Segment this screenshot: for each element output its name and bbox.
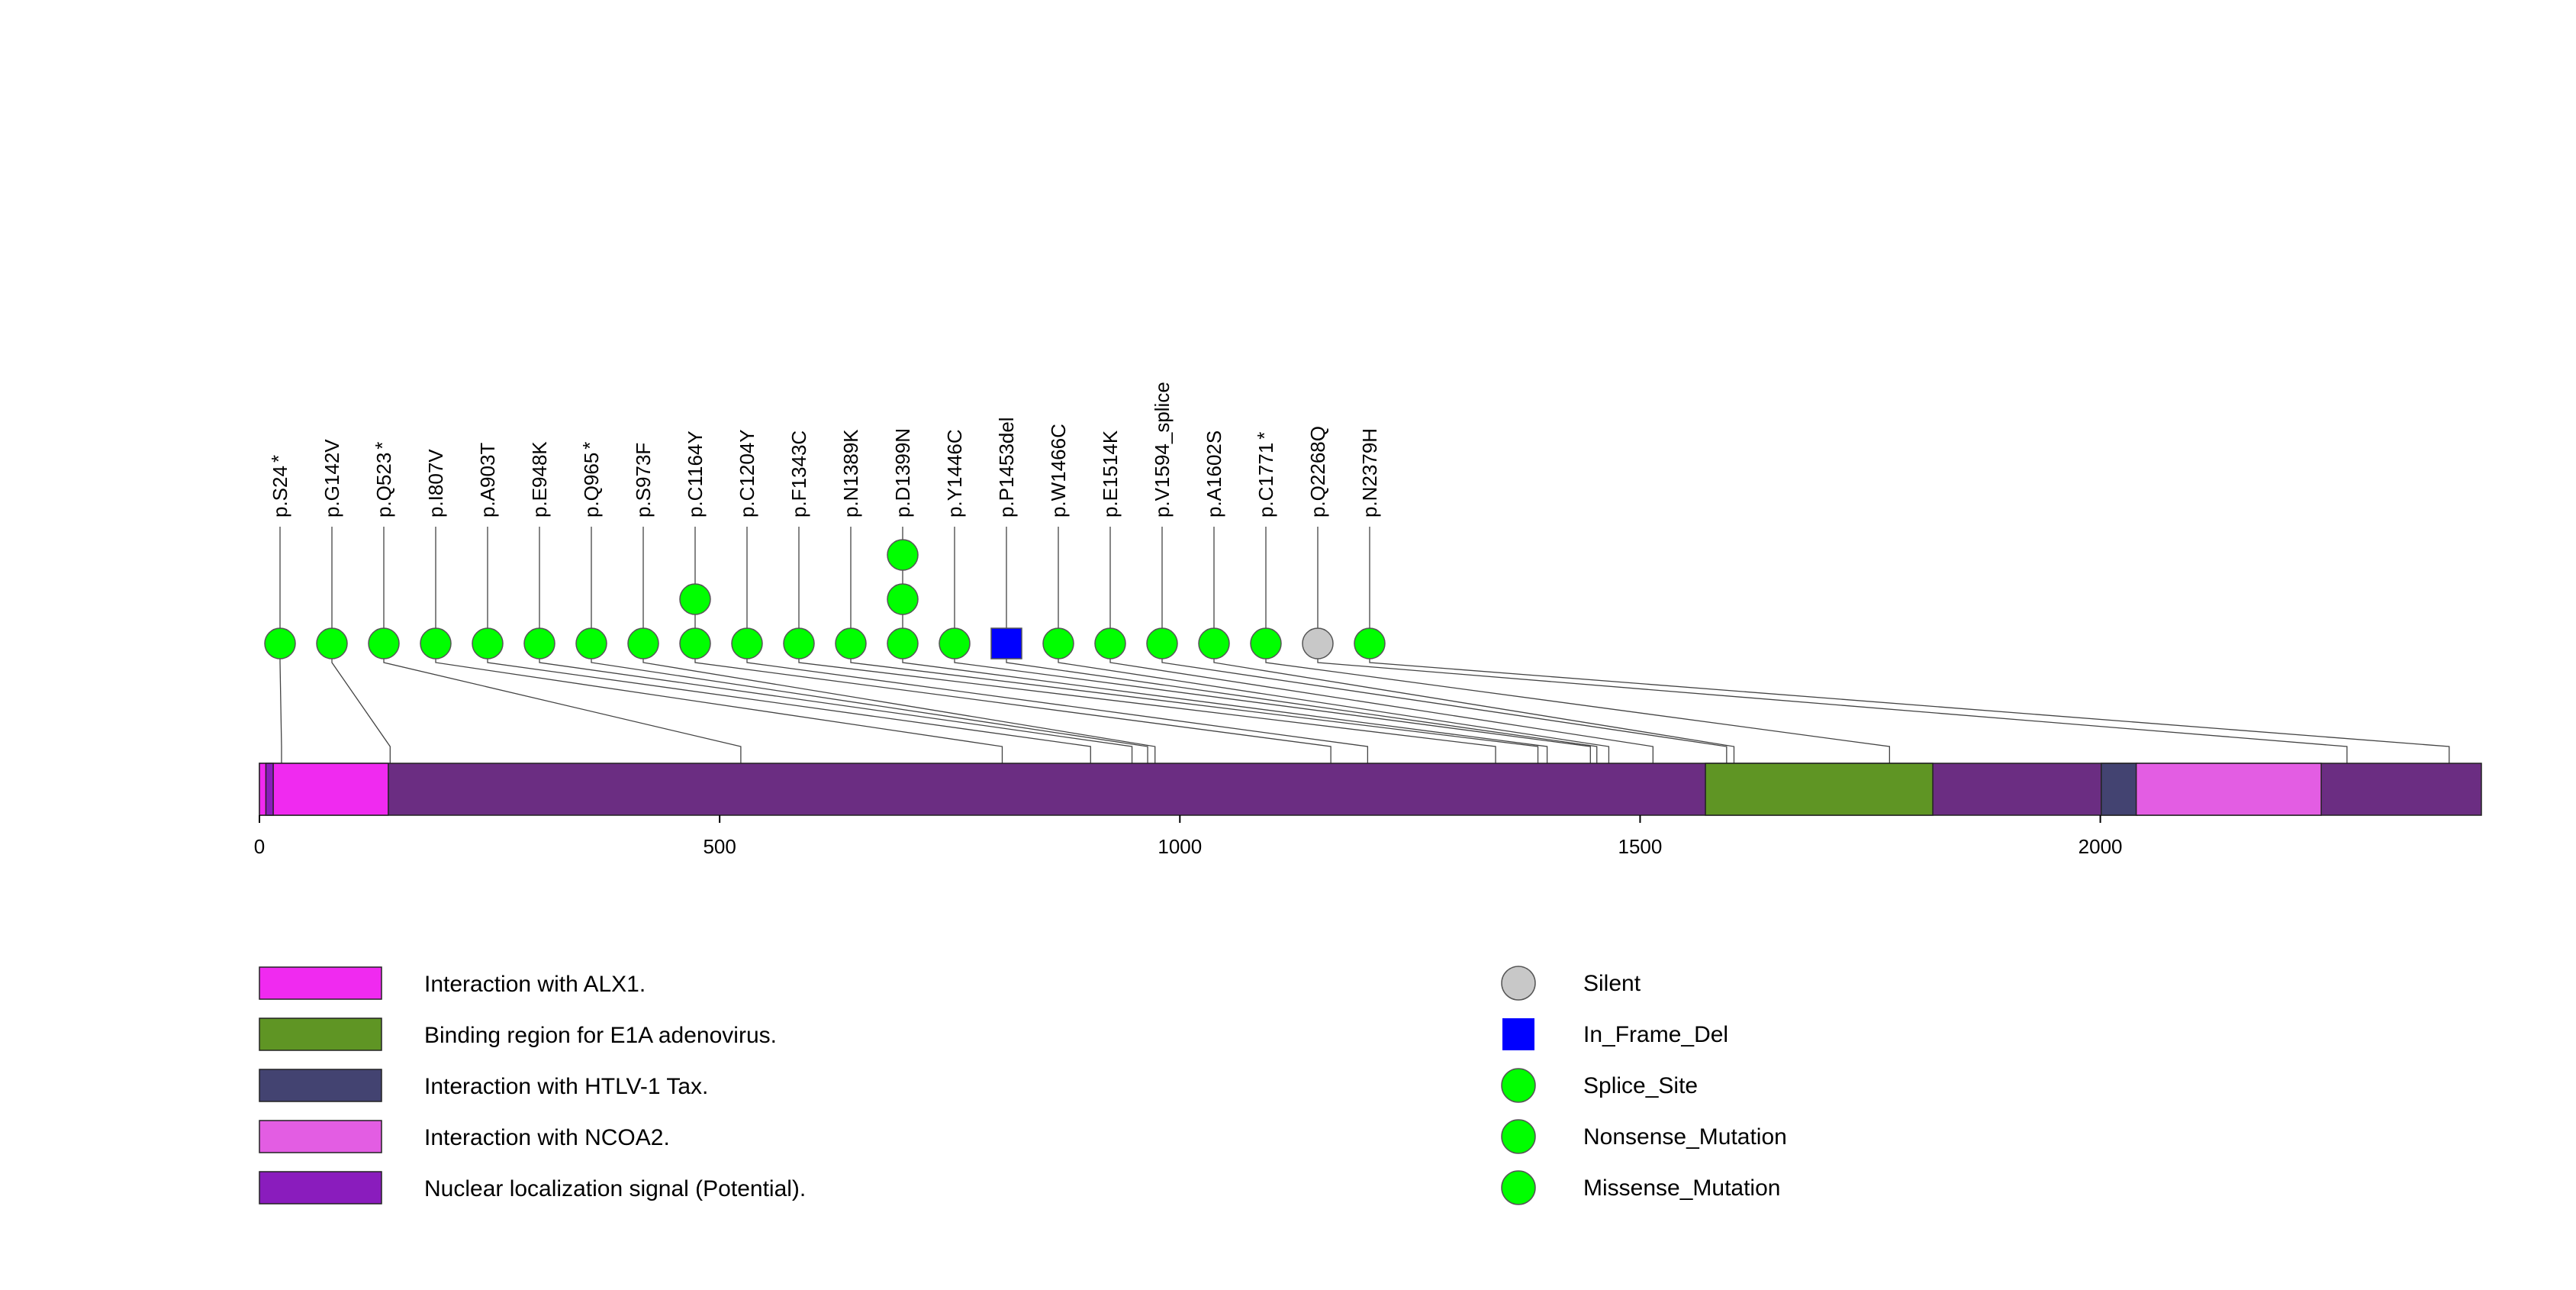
- mutation-label: p.Q965*: [578, 442, 603, 518]
- mutation-label: p.A1602S: [1203, 431, 1225, 518]
- nonsense-star: *: [267, 455, 290, 463]
- mutation-marker: [1042, 627, 1074, 660]
- mutation-label: p.N1389K: [839, 429, 862, 518]
- mutation-markers: [264, 539, 1386, 660]
- mutation-label: p.Q2268Q: [1306, 426, 1329, 518]
- domain-legend-swatch: [259, 1017, 382, 1051]
- domain-interaction-with-ncoa2: [2135, 763, 2322, 816]
- mutation-label: p.D1399N: [891, 428, 914, 518]
- mutation-label: p.G142V: [320, 439, 343, 518]
- domain-interaction-with-htlv-1-tax: [2101, 763, 2138, 816]
- x-tick-label: 2000: [2079, 835, 2123, 858]
- mutation-label: p.C1204Y: [736, 429, 758, 518]
- mutation-marker: [368, 627, 400, 660]
- mutation-marker: [679, 583, 711, 615]
- x-tick-label: 1000: [1158, 835, 1202, 858]
- mutation-marker: [1198, 627, 1230, 660]
- x-tick-label: 500: [703, 835, 736, 858]
- mutation-label: p.S973F: [632, 443, 655, 518]
- mutation-label: p.F1343C: [787, 431, 810, 518]
- x-tick-label: 1500: [1618, 835, 1663, 858]
- nonsense-star: *: [371, 442, 394, 450]
- nonsense-star: *: [1253, 432, 1276, 440]
- mutation-label: p.P1453del: [995, 417, 1018, 518]
- mutation-marker: [420, 627, 452, 660]
- mutation-label: p.Q523*: [371, 442, 395, 518]
- domain-legend-label: Interaction with NCOA2.: [424, 1125, 670, 1150]
- mutation-marker: [939, 627, 971, 660]
- mutation-legend-label: Missense_Mutation: [1583, 1176, 1780, 1201]
- protein-backbone: [259, 763, 2482, 816]
- domain-legend-swatch: [259, 966, 382, 1000]
- mutation-marker: [1354, 627, 1386, 660]
- mutation-label: p.C1771*: [1253, 432, 1277, 518]
- mutation-label: p.Y1446C: [943, 429, 966, 518]
- mutation-label: p.N2379H: [1358, 428, 1381, 518]
- domain-legend-label: Interaction with ALX1.: [424, 972, 646, 997]
- mutation-label: p.E948K: [528, 441, 551, 518]
- domain-legend-swatch: [259, 1120, 382, 1153]
- domain-legend-label: Nuclear localization signal (Potential).: [424, 1176, 806, 1201]
- mutation-marker: [990, 627, 1022, 660]
- mutation-type-legend: Silent In_Frame_Del Splice_Site Nonsense_Mu…: [1501, 966, 1787, 1205]
- mutation-marker: [1146, 627, 1178, 660]
- mutation-legend-swatch: [1501, 966, 1536, 1001]
- mutation-label: p.C1164Y: [684, 431, 707, 518]
- x-tick-label: 0: [254, 835, 265, 858]
- mutation-marker: [316, 627, 348, 660]
- mutation-marker: [472, 627, 504, 660]
- nonsense-star: *: [578, 442, 601, 450]
- mutation-legend-swatch: [1501, 1068, 1536, 1103]
- domain-legend-label: Binding region for E1A adenovirus.: [424, 1023, 777, 1048]
- mutation-labels: p.S24* p.G142V p.Q523* p.I807V p.A903T p.E948…: [267, 382, 1381, 518]
- mutation-legend-label: Silent: [1583, 971, 1641, 996]
- mutation-label: p.S24*: [267, 455, 291, 518]
- mutation-marker: [575, 627, 607, 660]
- mutation-marker: [1250, 627, 1282, 660]
- mutation-marker: [887, 539, 919, 571]
- mutation-label: p.E1514K: [1099, 430, 1122, 518]
- domain-legend-label: Interaction with HTLV-1 Tax.: [424, 1074, 708, 1099]
- mutation-legend-label: Splice_Site: [1583, 1073, 1698, 1098]
- mutation-legend-swatch: [1501, 1170, 1536, 1205]
- domain-legend-swatch: [259, 1171, 382, 1205]
- mutation-marker: [731, 627, 763, 660]
- domain-interaction-with-alx1: [259, 763, 389, 816]
- mutation-label: p.V1594_splice: [1151, 382, 1174, 518]
- mutation-marker: [887, 627, 919, 660]
- mutation-legend-label: Nonsense_Mutation: [1583, 1124, 1787, 1150]
- mutation-marker: [835, 627, 867, 660]
- x-axis: 0 500 1000 1500 2000: [254, 815, 2123, 858]
- domain-nuclear-localization-signal-potential: [265, 763, 274, 816]
- mutation-marker: [1302, 627, 1334, 660]
- mutation-marker: [1094, 627, 1126, 660]
- mutation-marker: [523, 627, 555, 660]
- domain-legend: Interaction with ALX1. Binding region for…: [259, 966, 806, 1205]
- mutation-label: p.I807V: [424, 449, 447, 518]
- domain-binding-region-for-e1a-adenovirus: [1705, 763, 1934, 816]
- mutation-legend-label: In_Frame_Del: [1583, 1022, 1728, 1047]
- mutation-legend-swatch: [1502, 1018, 1534, 1050]
- mutation-marker: [887, 583, 919, 615]
- mutation-marker: [264, 627, 296, 660]
- mutation-marker: [679, 627, 711, 660]
- mutation-label: p.A903T: [476, 443, 499, 518]
- mutation-label: p.W1466C: [1047, 424, 1070, 518]
- mutation-legend-swatch: [1501, 1119, 1536, 1154]
- domain-legend-swatch: [259, 1069, 382, 1102]
- mutation-marker: [783, 627, 815, 660]
- mutation-marker: [627, 627, 659, 660]
